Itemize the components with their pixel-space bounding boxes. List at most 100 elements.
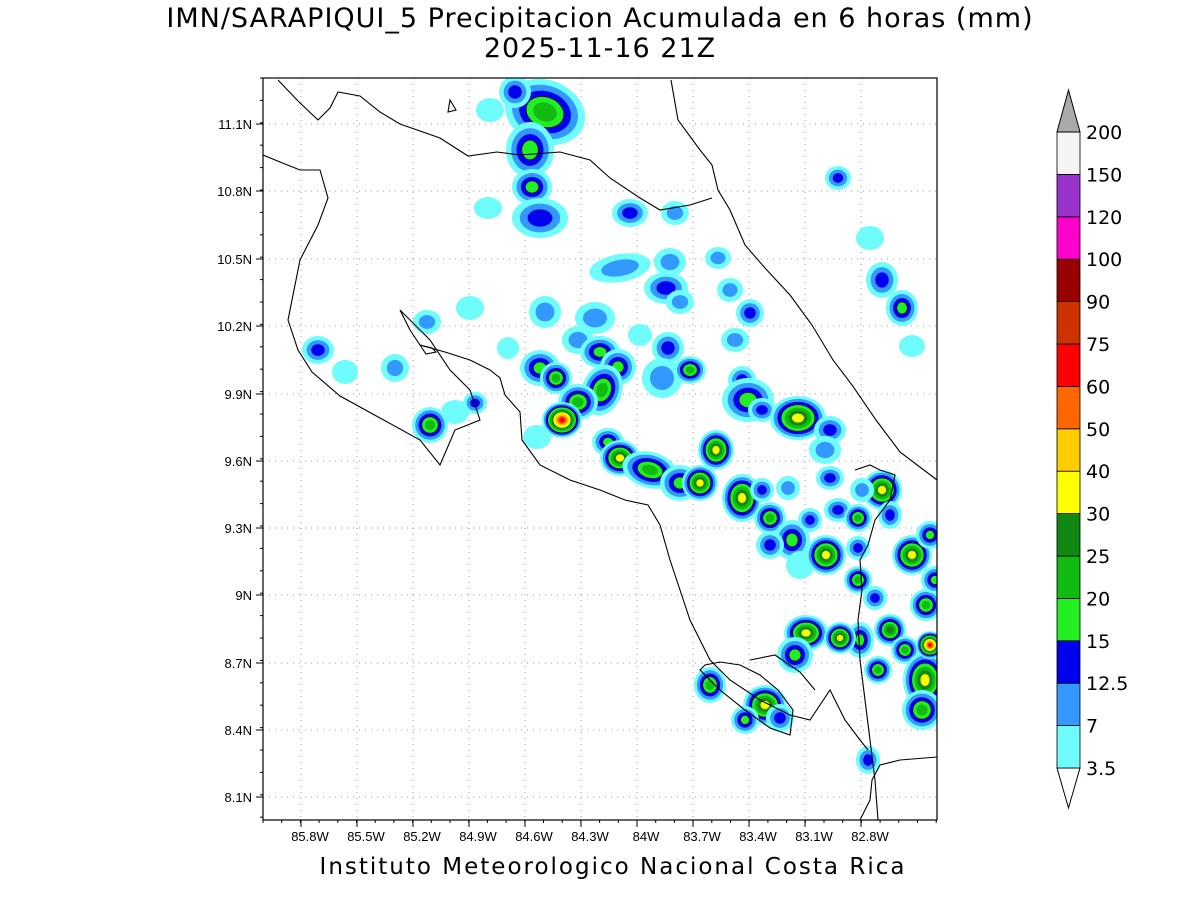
precip-cell [856,746,880,774]
precip-cell [589,253,651,283]
colorbar-swatch [1056,640,1081,684]
credit-footer: Instituto Meteorologico Nacional Costa R… [319,854,907,880]
precip-cell [717,278,743,302]
colorbar-label: 75 [1086,334,1110,356]
colorbar-label: 50 [1086,419,1110,441]
colorbar-swatch [1056,470,1081,515]
colorbar-label: 25 [1086,546,1110,568]
precip-cell [332,360,358,384]
colorbar-label: 20 [1086,588,1110,610]
precip-cell [902,690,937,730]
colorbar-label: 40 [1086,461,1110,483]
coastline-borders [263,79,937,820]
precip-cell [542,402,582,438]
precip-cell [736,299,764,327]
lat-tick-label: 10.8N [217,184,252,199]
precip-cell [916,521,937,549]
precip-cell [463,392,487,414]
precip-cell [798,508,822,532]
precip-cell [512,198,568,238]
lat-tick-label: 8.7N [225,656,252,671]
lon-tick-label: 83.7W [683,829,721,844]
precip-cell [809,436,841,464]
precip-cell [705,247,731,269]
chart-title: IMN/SARAPIQUI_5 Precipitacion Acumulada … [166,3,1034,34]
colorbar-swatch [1056,131,1081,175]
lon-tick-label: 84.9W [459,829,497,844]
precip-cell [441,400,469,424]
lat-tick-label: 9.6N [225,454,252,469]
precip-cell [499,78,531,108]
precip-cell [891,636,919,664]
precip-cell [816,466,844,490]
colorbar-label: 7 [1086,716,1098,738]
precip-cell [844,504,872,532]
precip-cell [698,430,734,470]
colorbar-label: 200 [1086,122,1122,144]
precip-cell [694,667,726,703]
precip-cell [921,566,937,594]
lat-tick-label: 9N [235,588,252,603]
precip-cell [899,335,925,357]
lon-tick-label: 84.3W [571,829,609,844]
colorbar-swatch [1056,428,1081,472]
precip-cell [682,465,718,501]
precip-cell [748,398,776,422]
precip-cell [774,520,810,560]
precip-cell [825,166,851,190]
precip-cell [674,356,706,384]
lon-tick-label: 84W [633,829,660,844]
lon-tick-label: 85.8W [291,829,329,844]
colorbar-legend: 3.5 7 12.5 15 20 25 30 40 50 60 75 90 100 120 150 200 [1056,88,1128,810]
colorbar-label: 150 [1086,164,1122,186]
colorbar-label: 60 [1086,376,1110,398]
precip-cell [806,535,846,575]
lon-tick-label: 85.2W [403,829,441,844]
precip-cell [476,98,504,122]
precip-cell [302,336,334,364]
precip-cell [886,290,918,326]
lon-tick-label: 82.8W [851,829,889,844]
precip-cell [652,332,684,364]
colorbar-label: 3.5 [1086,758,1116,780]
precip-cell [750,478,774,502]
lat-tick-label: 11.1N [218,117,252,132]
precip-cell [413,310,441,334]
precip-cell [456,296,484,320]
precip-cell [856,226,884,250]
precip-cell [892,535,932,575]
precip-cell [777,637,813,673]
precip-cell [824,498,852,522]
colorbar-swatch [1056,513,1081,557]
precip-cell [770,396,826,440]
colorbar-bottom-arrow [1056,767,1081,810]
colorbar-swatch [1056,343,1081,387]
colorbar-label: 100 [1086,249,1122,271]
precip-cell [878,501,902,529]
precip-cell [866,262,898,298]
colorbar-swatch [1056,173,1081,218]
precip-cell [474,197,502,219]
precip-cell [846,536,870,560]
precip-cell [756,531,784,559]
precip-cell [642,358,682,398]
precip-cell [776,476,800,500]
precip-cell [612,199,648,227]
precip-cell [628,324,652,346]
axis-ticks: 85.8W 85.5W 85.2W 84.9W 84.6W 84.3W 84W 83.7W 83… [217,77,937,844]
precip-cell [863,586,887,610]
colorbar-swatch [1056,301,1081,345]
lon-tick-label: 84.6W [515,829,553,844]
lon-tick-label: 83.4W [739,829,777,844]
precip-cell [523,425,551,449]
colorbar-swatch [1056,555,1081,599]
colorbar-swatch [1056,216,1081,260]
colorbar-label: 15 [1086,631,1110,653]
lat-tick-label: 8.4N [225,723,252,738]
colorbar-swatch [1056,725,1081,769]
precip-cell [731,706,759,734]
colorbar-label: 90 [1086,292,1110,314]
precip-cell [864,656,892,684]
colorbar-label: 30 [1086,504,1110,526]
